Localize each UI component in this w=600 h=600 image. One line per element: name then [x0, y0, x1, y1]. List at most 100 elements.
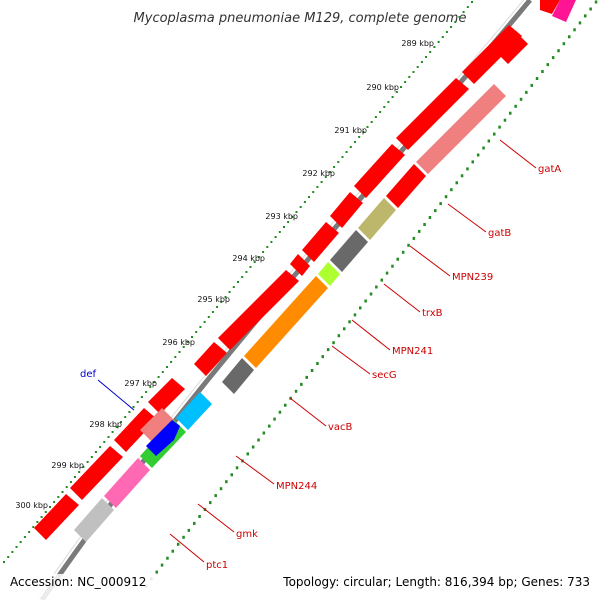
- cds-trxB[interactable]: [330, 192, 363, 228]
- label-gatA[interactable]: gatA: [538, 164, 561, 175]
- ruler-dot: [450, 26, 453, 28]
- ruler-dot: [161, 371, 164, 373]
- ruler-dot: [412, 236, 416, 240]
- ruler-dot: [305, 375, 308, 379]
- gene-segment-top[interactable]: [540, 0, 560, 14]
- cog-secG[interactable]: [318, 262, 340, 286]
- ruler-dot: [191, 336, 193, 338]
- ruler-dot: [128, 411, 131, 413]
- ruler-dot: [257, 256, 260, 258]
- ruler-dot: [557, 49, 560, 53]
- ruler-dot: [295, 211, 298, 213]
- summary-text: Topology: circular; Length: 816,394 bp; …: [282, 575, 590, 589]
- ruler-dot: [530, 83, 533, 87]
- ruler-dot: [332, 341, 335, 345]
- cog-trxB[interactable]: [358, 198, 396, 240]
- ruler-dot: [199, 326, 202, 328]
- label-def[interactable]: def: [80, 369, 97, 380]
- cds-MPN244[interactable]: [194, 342, 227, 376]
- ruler-dot: [316, 362, 319, 365]
- label-gmk[interactable]: gmk: [236, 529, 258, 540]
- ruler-dot: [176, 542, 180, 546]
- ruler-dot: [287, 221, 290, 223]
- cog-def[interactable]: [140, 408, 174, 442]
- label-MPN244[interactable]: MPN244: [276, 481, 317, 492]
- ruler-dot: [498, 125, 501, 129]
- cds-def[interactable]: [146, 420, 180, 456]
- tick-label: 296 kbp: [162, 338, 195, 347]
- ruler-dot: [225, 480, 228, 484]
- leader-MPN244: [235, 455, 275, 485]
- cog-gatB[interactable]: [416, 84, 506, 174]
- ruler-dot: [53, 501, 56, 503]
- ruler-dot: [78, 471, 81, 473]
- gene-segment-top-pink[interactable]: [552, 0, 576, 22]
- cog-MPN239[interactable]: [386, 164, 426, 208]
- label-secG[interactable]: secG: [372, 370, 397, 381]
- ruler-dot: [171, 549, 174, 553]
- ruler-dot: [383, 106, 386, 108]
- ruler-dot: [396, 257, 399, 261]
- cds-next-1[interactable]: [70, 446, 123, 500]
- label-ptc1[interactable]: ptc1: [206, 560, 228, 571]
- ruler-dot: [391, 96, 394, 98]
- ruler-dot: [187, 528, 191, 532]
- gene-labels: gatA gatB MPN239 trxB MPN241 secG vacB M…: [80, 139, 561, 571]
- cog-MPN241[interactable]: [330, 230, 368, 272]
- ruler-dot: [324, 176, 327, 178]
- ruler-dot: [471, 1, 473, 3]
- ruler-dot: [157, 376, 160, 378]
- ruler-dot: [320, 181, 323, 183]
- ruler-dot: [253, 261, 256, 263]
- ruler-dot: [503, 118, 507, 122]
- label-MPN239[interactable]: MPN239: [452, 272, 493, 283]
- ruler-dot: [321, 355, 324, 359]
- ruler-dot: [182, 535, 185, 539]
- ruler-labels: 289 kbp 290 kbp 291 kbp 292 kbp 293 kbp …: [15, 39, 434, 510]
- tick-label: 291 kbp: [334, 126, 367, 135]
- ruler-dot: [471, 160, 474, 164]
- leader-trxB: [383, 283, 421, 313]
- label-MPN241[interactable]: MPN241: [392, 346, 433, 357]
- label-vacB[interactable]: vacB: [328, 422, 353, 433]
- ruler-dot: [209, 501, 212, 505]
- ruler-dot: [86, 461, 89, 463]
- cog-gatA[interactable]: [496, 32, 528, 64]
- ruler-dot: [349, 146, 352, 148]
- cds-gmk[interactable]: [148, 378, 185, 414]
- cds-MPN239[interactable]: [354, 144, 405, 198]
- cds-vacB[interactable]: [218, 270, 299, 350]
- cog-next-grey[interactable]: [74, 498, 114, 542]
- ruler-dot: [155, 570, 158, 574]
- cog-ptc1-pink[interactable]: [104, 458, 150, 508]
- ruler-dot: [551, 56, 555, 60]
- ruler-dot: [195, 331, 198, 333]
- ruler-dot: [153, 381, 156, 383]
- label-gatB[interactable]: gatB: [488, 228, 511, 239]
- cds-ptc1[interactable]: [114, 408, 157, 452]
- label-trxB[interactable]: trxB: [422, 308, 443, 319]
- tick-label: 295 kbp: [197, 295, 230, 304]
- cog-MPN244[interactable]: [222, 358, 254, 394]
- cds-gatB[interactable]: [396, 78, 469, 150]
- ruler-dot: [262, 431, 266, 435]
- cog-vacB[interactable]: [244, 276, 328, 368]
- tick-label: 299 kbp: [51, 461, 84, 470]
- cds-secG[interactable]: [290, 254, 310, 276]
- ruler-dot: [303, 201, 306, 203]
- cds-gatA[interactable]: [462, 25, 522, 84]
- ruler-dot: [362, 131, 365, 133]
- ruler-dot: [519, 97, 523, 101]
- ruler-dot: [44, 511, 47, 513]
- ruler-dot: [136, 401, 139, 403]
- cds-track: [34, 25, 522, 540]
- ruler-dot: [232, 286, 235, 288]
- ruler-dot: [120, 421, 122, 423]
- ruler-dot: [241, 276, 244, 278]
- cds-next-2[interactable]: [34, 494, 79, 540]
- ruler-dot: [193, 521, 196, 525]
- cds-MPN241[interactable]: [302, 222, 339, 262]
- cog-gmk[interactable]: [176, 392, 212, 430]
- ruler-dot: [291, 216, 294, 218]
- ruler-dot: [412, 71, 415, 73]
